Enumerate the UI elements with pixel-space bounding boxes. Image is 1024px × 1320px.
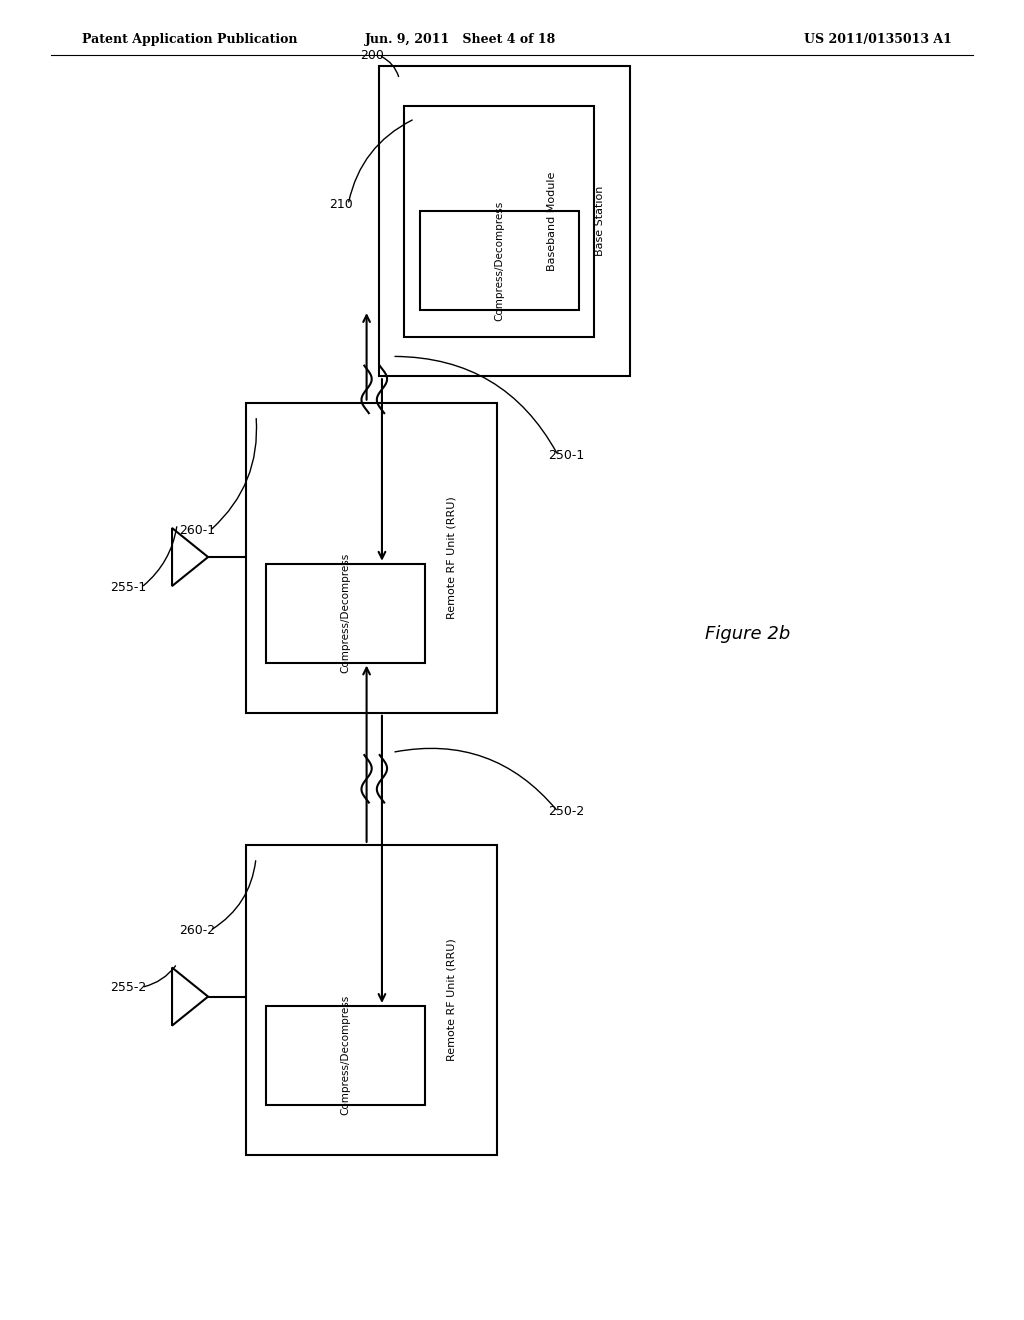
Text: 260-1: 260-1 — [179, 524, 215, 537]
Text: 250-1: 250-1 — [548, 449, 584, 462]
FancyBboxPatch shape — [379, 66, 630, 376]
FancyBboxPatch shape — [404, 106, 594, 337]
Text: Remote RF Unit (RRU): Remote RF Unit (RRU) — [446, 939, 457, 1061]
Text: 260-2: 260-2 — [179, 924, 215, 937]
Text: 210: 210 — [330, 198, 353, 211]
Text: 250-2: 250-2 — [548, 805, 584, 818]
Text: 255-2: 255-2 — [111, 981, 146, 994]
FancyBboxPatch shape — [266, 1006, 425, 1105]
Text: Compress/Decompress: Compress/Decompress — [341, 995, 350, 1115]
Text: Patent Application Publication: Patent Application Publication — [82, 33, 297, 46]
FancyBboxPatch shape — [266, 564, 425, 663]
Text: Remote RF Unit (RRU): Remote RF Unit (RRU) — [446, 496, 457, 619]
Text: Compress/Decompress: Compress/Decompress — [495, 201, 504, 321]
Text: Baseband Module: Baseband Module — [547, 172, 557, 271]
Text: Base Station: Base Station — [595, 186, 604, 256]
Text: Compress/Decompress: Compress/Decompress — [341, 553, 350, 673]
Text: 200: 200 — [360, 49, 384, 62]
Text: 255-1: 255-1 — [111, 581, 146, 594]
Text: US 2011/0135013 A1: US 2011/0135013 A1 — [805, 33, 952, 46]
FancyBboxPatch shape — [420, 211, 579, 310]
FancyBboxPatch shape — [246, 845, 497, 1155]
Text: Jun. 9, 2011   Sheet 4 of 18: Jun. 9, 2011 Sheet 4 of 18 — [366, 33, 556, 46]
Text: Figure 2b: Figure 2b — [705, 624, 791, 643]
FancyBboxPatch shape — [246, 403, 497, 713]
